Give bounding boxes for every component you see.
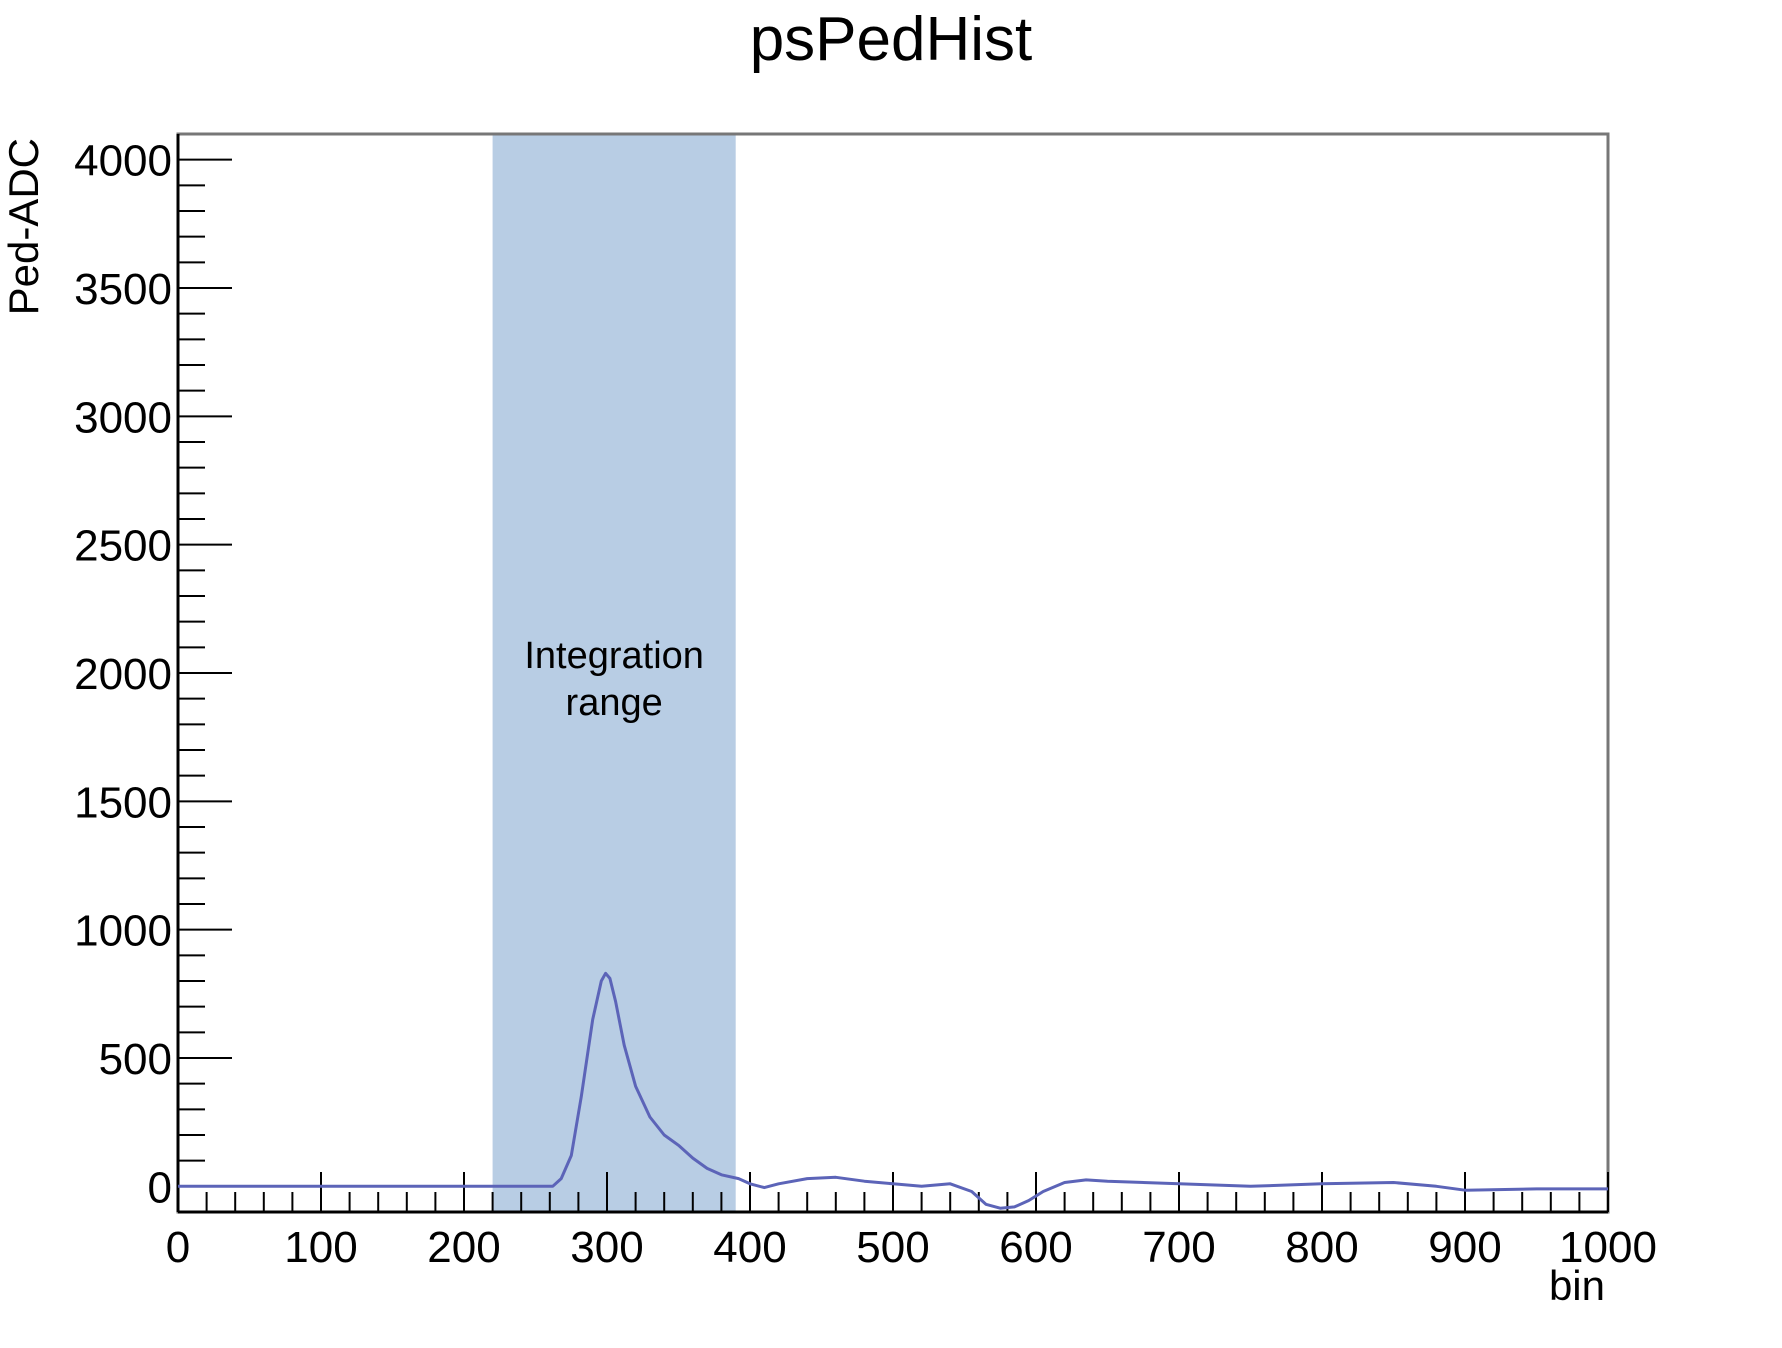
series-line xyxy=(178,971,1608,1210)
y-tick-label: 2500 xyxy=(74,522,172,571)
band-label-line2: range xyxy=(566,682,663,724)
band-label-line1: Integration xyxy=(524,635,704,677)
x-tick-label: 400 xyxy=(713,1223,786,1272)
plot-area: Integrationrange050010001500200025003000… xyxy=(74,132,1657,1272)
y-tick-label: 3000 xyxy=(74,393,172,442)
x-tick-label: 800 xyxy=(1285,1223,1358,1272)
y-tick-label: 500 xyxy=(99,1035,172,1084)
x-axis-title: bin xyxy=(1549,1262,1605,1309)
x-tick-label: 300 xyxy=(570,1223,643,1272)
y-tick-label: 0 xyxy=(148,1163,172,1212)
x-tick-label: 200 xyxy=(427,1223,500,1272)
x-tick-label: 0 xyxy=(166,1223,190,1272)
y-tick-label: 3500 xyxy=(74,265,172,314)
y-tick-label: 1000 xyxy=(74,907,172,956)
x-tick-label: 500 xyxy=(856,1223,929,1272)
y-tick-label: 2000 xyxy=(74,650,172,699)
y-tick-label: 4000 xyxy=(74,137,172,186)
y-tick-label: 1500 xyxy=(74,778,172,827)
x-tick-label: 600 xyxy=(999,1223,1072,1272)
x-tick-label: 1000 xyxy=(1559,1223,1657,1272)
chart-title: psPedHist xyxy=(750,5,1033,74)
x-tick-label: 100 xyxy=(284,1223,357,1272)
y-axis-title: Ped-ADC xyxy=(0,138,47,315)
x-tick-label: 700 xyxy=(1142,1223,1215,1272)
x-tick-label: 900 xyxy=(1428,1223,1501,1272)
integration-range-band xyxy=(492,134,736,1212)
